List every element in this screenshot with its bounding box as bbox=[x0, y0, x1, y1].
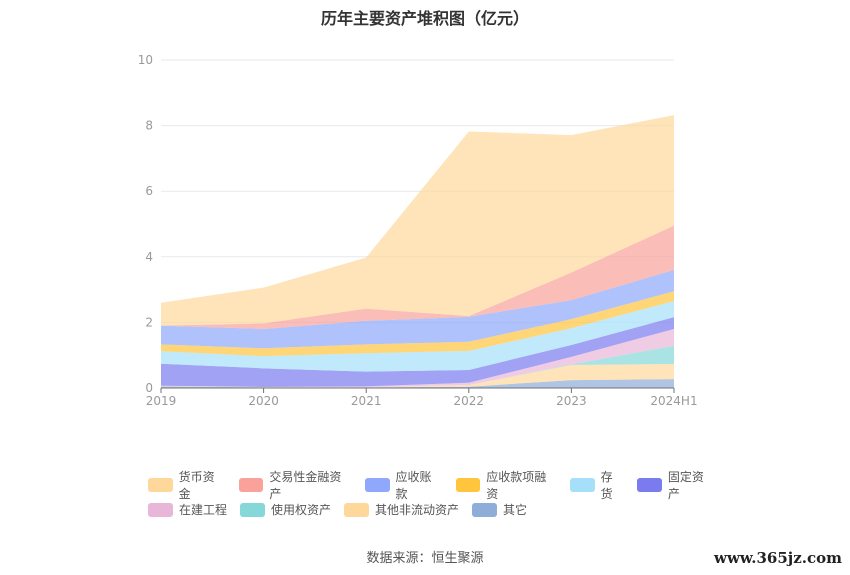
stacked-area-chart: 0 2 4 6 8 10 2019 2020 2021 2022 2023 2024H1 bbox=[138, 53, 698, 408]
y-tick-label: 10 bbox=[138, 53, 153, 67]
legend-item[interactable]: 其它 bbox=[472, 501, 527, 518]
source-note: 数据来源：恒生聚源 bbox=[366, 551, 484, 566]
legend-label: 其它 bbox=[503, 503, 528, 517]
legend-item[interactable]: 在建工程 bbox=[148, 501, 227, 518]
y-tick-label: 0 bbox=[145, 381, 153, 395]
chart-title: 历年主要资产堆积图（亿元） bbox=[320, 9, 529, 28]
legend-item[interactable]: 交易性金融资产 bbox=[238, 468, 352, 502]
legend-label: 交易性金融资产 bbox=[269, 469, 342, 501]
y-tick-label: 2 bbox=[145, 315, 153, 329]
area-series-6 bbox=[161, 328, 674, 388]
area-series-9 bbox=[161, 379, 674, 388]
legend-swatch bbox=[240, 502, 266, 517]
x-tick-label: 2021 bbox=[351, 394, 382, 408]
legend-swatch bbox=[364, 477, 390, 492]
legend-item[interactable]: 应收账款 bbox=[364, 468, 443, 502]
legend-label: 存货 bbox=[600, 469, 613, 501]
y-tick-label: 4 bbox=[145, 250, 153, 264]
legend-swatch bbox=[148, 502, 173, 517]
legend-item[interactable]: 固定资产 bbox=[637, 468, 715, 502]
legend: 货币资金 交易性金融资产 应收账款 应收款项融资 存货 固定资产在建工程 使用权资产 其他非流… bbox=[148, 470, 728, 522]
area-series-5 bbox=[161, 317, 674, 388]
area-series-3 bbox=[161, 291, 674, 357]
legend-swatch bbox=[148, 477, 173, 492]
watermark: www.365jz.com bbox=[714, 549, 842, 567]
legend-item[interactable]: 存货 bbox=[570, 468, 624, 502]
legend-label: 应收款项融资 bbox=[486, 469, 547, 501]
legend-swatch bbox=[344, 502, 370, 517]
x-tick-label: 2024H1 bbox=[650, 394, 697, 408]
area-series-1 bbox=[161, 225, 674, 329]
legend-swatch bbox=[455, 477, 481, 492]
legend-label: 固定资产 bbox=[667, 469, 704, 501]
y-tick-label: 6 bbox=[145, 184, 153, 198]
area-series-0 bbox=[161, 115, 674, 326]
legend-item[interactable]: 应收款项融资 bbox=[455, 468, 557, 502]
x-tick-label: 2019 bbox=[146, 394, 177, 408]
legend-row: 在建工程 使用权资产 其他非流动资产 其它 bbox=[148, 497, 728, 522]
legend-label: 货币资金 bbox=[178, 469, 215, 501]
legend-item[interactable]: 使用权资产 bbox=[240, 501, 331, 518]
area-series-4 bbox=[161, 301, 674, 372]
x-tick-label: 2022 bbox=[454, 394, 485, 408]
legend-swatch bbox=[570, 477, 595, 492]
legend-label: 在建工程 bbox=[179, 503, 228, 517]
legend-label: 应收账款 bbox=[395, 469, 432, 501]
y-tick-label: 8 bbox=[145, 119, 153, 133]
legend-label: 其他非流动资产 bbox=[375, 503, 460, 517]
legend-label: 使用权资产 bbox=[271, 503, 332, 517]
area-series-2 bbox=[161, 269, 674, 349]
x-tick-label: 2023 bbox=[556, 394, 587, 408]
legend-swatch bbox=[637, 477, 662, 492]
x-tick-label: 2020 bbox=[248, 394, 279, 408]
legend-swatch bbox=[472, 502, 498, 517]
legend-row: 货币资金 交易性金融资产 应收账款 应收款项融资 存货 固定资产 bbox=[148, 470, 728, 501]
area-series-8 bbox=[161, 364, 674, 388]
legend-swatch bbox=[238, 477, 264, 492]
legend-item[interactable]: 货币资金 bbox=[148, 468, 226, 502]
legend-item[interactable]: 其他非流动资产 bbox=[344, 501, 459, 518]
